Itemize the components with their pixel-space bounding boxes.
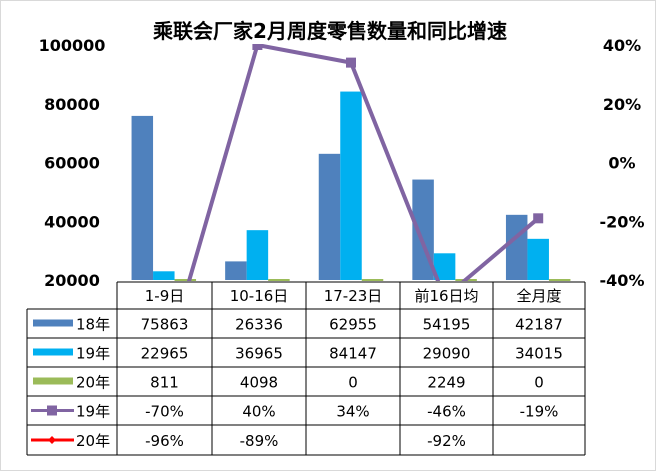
- table-cell: -19%: [520, 403, 559, 421]
- bar-18年: [131, 115, 154, 280]
- bar-19年: [153, 271, 175, 280]
- legend-key-19年: [33, 348, 73, 356]
- y-left-tick-label: 60000: [44, 154, 100, 173]
- table-cell: 0: [534, 374, 544, 392]
- table-cell: -92%: [427, 432, 466, 450]
- bar-18年: [318, 153, 341, 280]
- legend-marker: [47, 405, 57, 416]
- bar-18年: [225, 261, 247, 280]
- legend-key-18年: [33, 319, 73, 327]
- table-cell: -89%: [240, 432, 279, 450]
- legend-key-20年: [33, 377, 73, 385]
- table-cell: 0: [348, 374, 358, 392]
- bar-18年: [505, 214, 528, 280]
- category-label: 全月度: [516, 287, 561, 305]
- chart-title: 乘联会厂家2月周度零售数量和同比增速: [152, 19, 507, 43]
- marker-19年: [252, 44, 263, 50]
- bar-19年: [246, 230, 269, 280]
- bar-19年: [527, 238, 549, 280]
- bar-20年: [361, 279, 384, 281]
- legend-label: 18年: [76, 316, 110, 334]
- table-cell: 29090: [423, 345, 471, 363]
- line-20年: [164, 424, 445, 445]
- table-cell: 75863: [141, 316, 189, 334]
- y-right-tick-label: -20%: [600, 212, 645, 231]
- bar-19年: [340, 91, 362, 281]
- table-cell: 34%: [336, 403, 369, 421]
- category-label: 10-16日: [230, 287, 289, 305]
- table-cell: 4098: [240, 374, 278, 392]
- marker-19年: [346, 57, 356, 68]
- legend-label: 19年: [76, 403, 110, 421]
- y-right-tick-label: 0%: [608, 154, 635, 173]
- category-label: 1-9日: [145, 287, 185, 305]
- table-cell: 34015: [515, 345, 563, 363]
- legend-marker: [48, 436, 56, 444]
- bar-19年: [433, 253, 456, 280]
- y-right-tick-label: 20%: [603, 95, 641, 114]
- y-left-tick-label: 80000: [44, 95, 100, 114]
- marker-19年: [159, 363, 169, 373]
- legend-label: 20年: [76, 374, 110, 392]
- y-left-tick-label: 100000: [39, 36, 106, 55]
- y-right-tick-label: 40%: [603, 36, 641, 55]
- marker-19年: [533, 213, 544, 224]
- table-cell: 22965: [141, 345, 189, 363]
- table-cell: 2249: [427, 374, 465, 392]
- bar-20年: [548, 279, 571, 281]
- table-cell: 42187: [515, 316, 563, 334]
- table-cell: 62955: [329, 316, 377, 334]
- y-right-tick-label: -40%: [600, 271, 645, 290]
- table-cell: 36965: [235, 345, 283, 363]
- bar-20年: [268, 279, 290, 281]
- table-cell: 40%: [242, 403, 275, 421]
- table-cell: 811: [150, 374, 179, 392]
- table-cell: -70%: [145, 403, 184, 421]
- legend-label: 20年: [76, 432, 110, 450]
- legend-label: 19年: [76, 345, 110, 363]
- table-cell: 54195: [423, 316, 471, 334]
- table-cell: -46%: [427, 403, 466, 421]
- category-label: 前16日均: [414, 287, 478, 305]
- y-left-tick-label: 40000: [44, 212, 100, 231]
- table-cell: -96%: [145, 432, 184, 450]
- category-label: 17-23日: [324, 287, 383, 305]
- bar-20年: [174, 279, 197, 281]
- table-cell: 26336: [235, 316, 283, 334]
- table-cell: 84147: [329, 345, 377, 363]
- y-left-tick-label: 20000: [44, 271, 100, 290]
